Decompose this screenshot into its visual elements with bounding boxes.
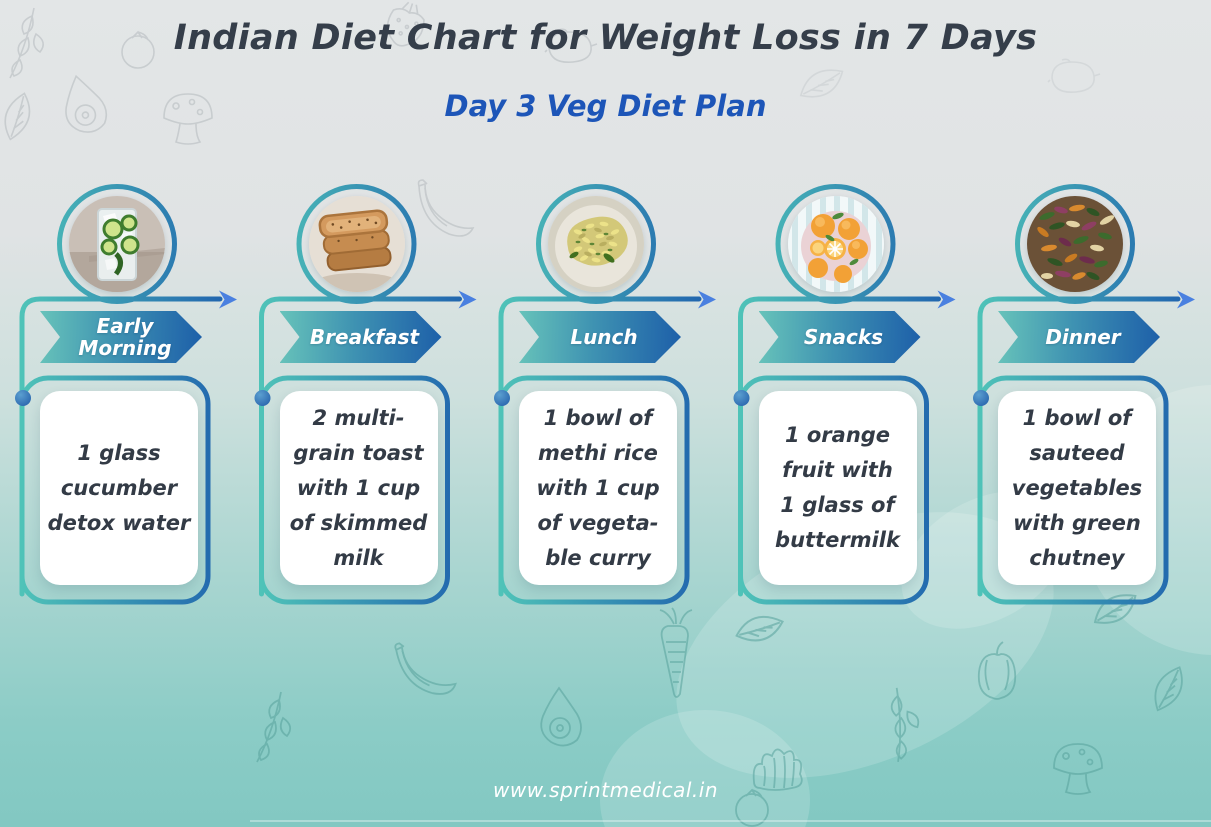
- connector-dot: [494, 390, 510, 406]
- meal-card-text: 1 glass cucumber detox water: [47, 440, 191, 535]
- meal-card: 1 bowl of methi rice with 1 cup of vegeta-b…: [519, 391, 677, 585]
- connector-dot: [254, 390, 271, 406]
- meal-card-text: 2 multi-grain toast with 1 cup of skimmed m…: [289, 405, 428, 570]
- meal-card: 1 glass cucumber detox water: [40, 391, 198, 585]
- multigrain-toast-photo: [309, 196, 405, 292]
- page-title: Indian Diet Chart for Weight Loss in 7 D…: [173, 18, 1038, 58]
- flow-wire: [498, 296, 702, 597]
- card-outline: [259, 375, 450, 605]
- cucumber-detox-water-photo: [69, 196, 165, 292]
- website-url: www.sprintmedical.in: [493, 778, 718, 802]
- flow-wire: [19, 296, 223, 597]
- meal-photo-art: [548, 196, 644, 292]
- meal-banner: Breakfast: [279, 311, 442, 363]
- arrow-right-icon: [698, 290, 716, 309]
- flow-wire: [259, 296, 462, 597]
- meal-banner-label: Snacks: [803, 325, 884, 349]
- bottom-hairline: [250, 820, 1211, 822]
- meal-banner: Dinner: [998, 311, 1160, 363]
- connector-dot: [733, 390, 750, 406]
- card-outline: [977, 375, 1169, 605]
- meal-card-text: 1 bowl of methi rice with 1 cup of vegeta-b…: [536, 405, 660, 570]
- flow-wire: [977, 296, 1181, 597]
- page-subtitle: Day 3 Veg Diet Plan: [444, 89, 767, 123]
- card-outline: [19, 375, 211, 605]
- methi-rice-photo: [548, 196, 644, 292]
- meal-card: 1 orange fruit with 1 glass of buttermilk: [758, 391, 917, 585]
- meal-card-text: 1 bowl of sauteed vegetables with green chut…: [1011, 405, 1143, 570]
- blob-shape: [600, 710, 810, 827]
- meal-banner: Lunch: [519, 311, 681, 363]
- card-outline: [498, 375, 690, 605]
- sauteed-vegetable-salad-photo: [1027, 196, 1123, 292]
- card-outline: [738, 375, 929, 605]
- meal-banner-label: Early Morning: [78, 314, 172, 360]
- meal-photo-art: [309, 196, 405, 292]
- arrow-right-icon: [1177, 290, 1195, 309]
- photo-ring: [1015, 184, 1135, 304]
- connector-dot: [15, 390, 31, 406]
- meal-photo-art: [788, 196, 884, 292]
- meal-photo-art: [1027, 196, 1123, 292]
- photo-ring: [775, 184, 896, 304]
- arrow-right-icon: [219, 290, 237, 309]
- arrow-right-icon: [937, 290, 956, 309]
- meal-card: 2 multi-grain toast with 1 cup of skimmed m…: [279, 391, 438, 585]
- connector-dot: [973, 390, 989, 406]
- meal-banner: Early Morning: [40, 311, 202, 363]
- meal-card: 1 bowl of sauteed vegetables with green chut…: [998, 391, 1156, 585]
- photo-ring: [296, 184, 417, 304]
- meal-photo-art: [69, 196, 165, 292]
- meal-banner-label: Lunch: [570, 325, 638, 349]
- flow-wire: [738, 296, 941, 597]
- meal-banner-label: Dinner: [1045, 325, 1121, 349]
- arrow-right-icon: [458, 290, 477, 309]
- photo-ring: [57, 184, 177, 304]
- meal-banner: Snacks: [758, 311, 921, 363]
- meal-card-text: 1 orange fruit with 1 glass of buttermilk: [775, 423, 900, 552]
- meal-banner-label: Breakfast: [309, 325, 420, 349]
- photo-ring: [536, 184, 656, 304]
- orange-fruits-photo: [788, 196, 884, 292]
